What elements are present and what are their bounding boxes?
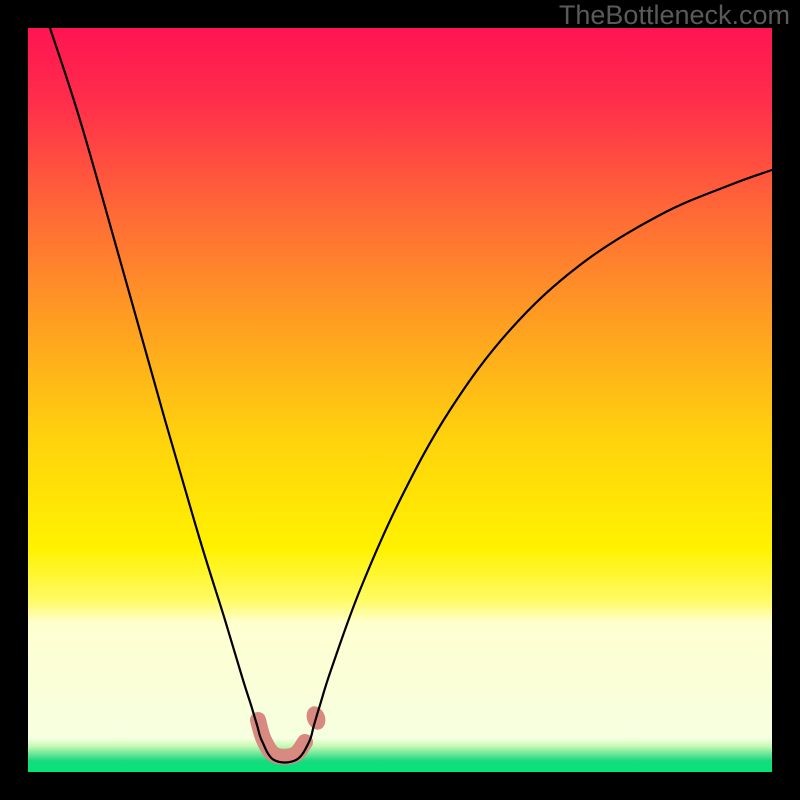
bottleneck-curve <box>50 28 772 762</box>
valley-marker <box>258 720 305 757</box>
watermark-text: TheBottleneck.com <box>559 0 790 31</box>
curve-layer <box>0 0 800 800</box>
figure-root: TheBottleneck.com <box>0 0 800 800</box>
